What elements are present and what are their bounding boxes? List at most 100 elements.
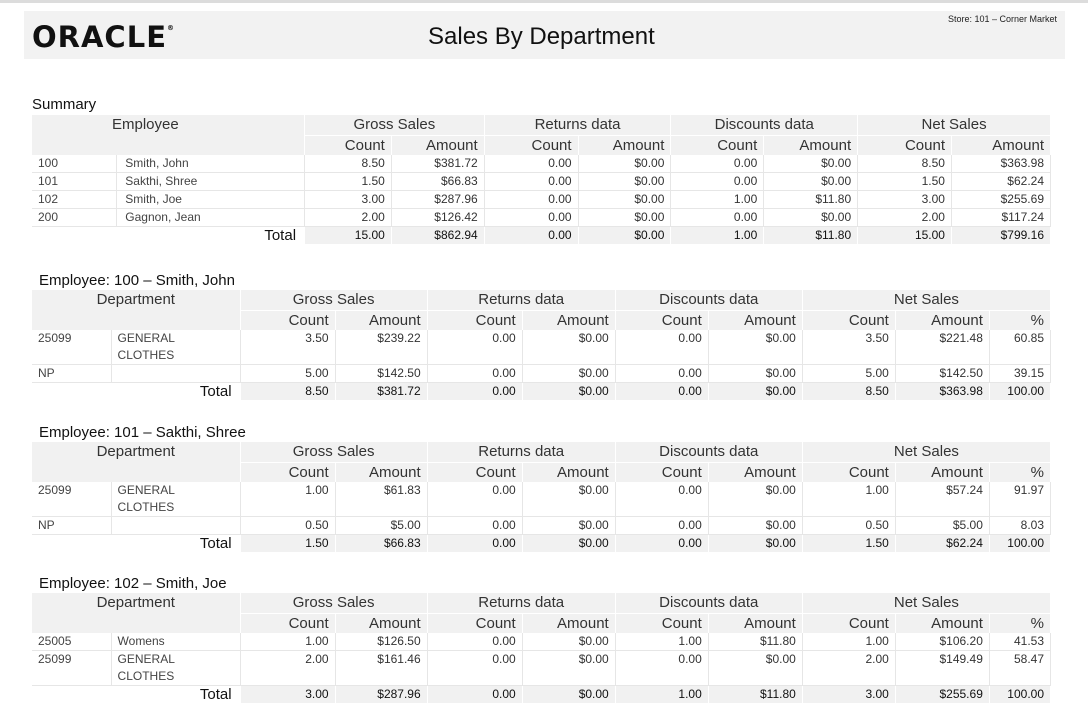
column-subheader: Count — [615, 462, 709, 482]
table-row: NP 5.00 $142.50 0.00 $0.00 0.00 $0.00 5.00 $142.… — [32, 364, 1052, 383]
table-cell: 1.50 — [304, 172, 392, 191]
department-code: 25099 — [32, 650, 112, 686]
employee-name: Smith, John — [116, 155, 306, 173]
table-cell: 0.00 — [670, 172, 765, 191]
column-subheader: Amount — [335, 462, 428, 482]
top-border — [0, 0, 1088, 3]
column-subheader: Count — [802, 310, 896, 330]
column-group-header: Net Sales — [802, 593, 1052, 614]
column-subheader: Amount — [895, 310, 990, 330]
table-row: NP 0.50 $5.00 0.00 $0.00 0.00 $0.00 0.50 $5.00 8.… — [32, 516, 1052, 535]
employee-id: 101 — [32, 172, 118, 191]
column-group-header: Net Sales — [857, 115, 1051, 136]
department-code: NP — [32, 516, 112, 535]
department-code: 25099 — [32, 330, 112, 365]
table-cell: 0.00 — [615, 330, 709, 365]
column-group-header: Gross Sales — [240, 290, 428, 311]
employee-id: 100 — [32, 155, 118, 173]
total-cell: $0.00 — [522, 382, 616, 400]
report-header: ORACLE® Sales By Department Store: 101 –… — [24, 11, 1065, 59]
table-cell: $0.00 — [522, 516, 616, 535]
employee-section-title: Employee: 100 – Smith, John — [39, 272, 235, 289]
table-cell: $0.00 — [763, 172, 859, 191]
column-subheader-percent: % — [989, 310, 1052, 330]
column-subheader: Amount — [951, 135, 1052, 155]
table-row: 101 Sakthi, Shree 1.50 $66.83 0.00 $0.00 0.00 $… — [32, 172, 1052, 191]
table-cell: 0.00 — [484, 208, 579, 227]
department-code: 25099 — [32, 482, 112, 517]
table-cell: $0.00 — [578, 190, 672, 209]
total-label: Total — [32, 226, 306, 244]
table-cell: 39.15 — [989, 364, 1052, 383]
table-cell: $363.98 — [951, 155, 1052, 173]
total-cell: 3.00 — [240, 685, 336, 703]
column-subheader: Count — [615, 310, 709, 330]
table-row: 200 Gagnon, Jean 2.00 $126.42 0.00 $0.00 0.00 $… — [32, 208, 1052, 227]
department-name — [111, 364, 241, 383]
table-cell: $239.22 — [335, 330, 428, 365]
table-cell: 58.47 — [989, 650, 1052, 686]
table-cell: 0.00 — [615, 650, 709, 686]
column-subheader: Amount — [708, 462, 803, 482]
table-cell: $161.46 — [335, 650, 428, 686]
total-cell: 100.00 — [989, 382, 1052, 400]
employee-table: Department Gross Sales Returns data Discoun… — [32, 593, 1052, 703]
table-cell: 2.00 — [240, 650, 336, 686]
total-cell: 1.50 — [240, 534, 336, 552]
column-group-header: Net Sales — [802, 442, 1052, 463]
total-cell: $363.98 — [895, 382, 990, 400]
table-row: 25099 GENERAL CLOTHES 2.00 $161.46 0.00 $0.00… — [32, 650, 1052, 686]
column-group-header: Discounts data — [615, 442, 803, 463]
table-cell: 2.00 — [304, 208, 392, 227]
table-cell: 0.00 — [670, 155, 765, 173]
column-group-header: Gross Sales — [240, 442, 428, 463]
column-group-header: Returns data — [427, 593, 616, 614]
summary-table: Employee Gross Sales Returns data Discounts… — [32, 115, 1052, 244]
column-subheader: Count — [802, 613, 896, 633]
total-cell: $11.80 — [708, 685, 803, 703]
table-cell: 0.00 — [615, 364, 709, 383]
table-cell: 3.50 — [802, 330, 896, 365]
total-cell: $0.00 — [708, 382, 803, 400]
column-subheader: Amount — [708, 310, 803, 330]
table-cell: 0.00 — [484, 190, 579, 209]
department-name: GENERAL CLOTHES — [111, 330, 241, 365]
table-cell: 0.00 — [427, 330, 523, 365]
table-cell: $0.00 — [763, 155, 859, 173]
column-subheader: Count — [670, 135, 765, 155]
total-label: Total — [32, 534, 241, 552]
table-cell: $62.24 — [951, 172, 1052, 191]
table-cell: 5.00 — [240, 364, 336, 383]
table-cell: 8.50 — [304, 155, 392, 173]
table-cell: $61.83 — [335, 482, 428, 517]
column-subheader: Amount — [895, 462, 990, 482]
employee-name: Smith, Joe — [116, 190, 306, 209]
total-cell: $0.00 — [522, 685, 616, 703]
table-cell: $11.80 — [708, 633, 803, 651]
table-cell: 0.00 — [427, 650, 523, 686]
employee-name: Gagnon, Jean — [116, 208, 306, 227]
table-cell: $255.69 — [951, 190, 1052, 209]
department-code: 25005 — [32, 633, 112, 651]
total-cell: 1.00 — [615, 685, 709, 703]
total-cell: $287.96 — [335, 685, 428, 703]
table-cell: $57.24 — [895, 482, 990, 517]
table-cell: $0.00 — [578, 172, 672, 191]
table-cell: 1.50 — [857, 172, 952, 191]
column-subheader: Count — [484, 135, 579, 155]
table-cell: $66.83 — [391, 172, 485, 191]
employee-section-title: Employee: 102 – Smith, Joe — [39, 575, 227, 592]
total-cell: $0.00 — [578, 226, 672, 244]
total-cell: $11.80 — [763, 226, 859, 244]
total-cell: $862.94 — [391, 226, 485, 244]
total-cell: 0.00 — [484, 226, 579, 244]
table-cell: $0.00 — [708, 650, 803, 686]
table-cell: 3.00 — [304, 190, 392, 209]
column-subheader-percent: % — [989, 462, 1052, 482]
table-cell: $106.20 — [895, 633, 990, 651]
table-cell: $287.96 — [391, 190, 485, 209]
total-cell: 0.00 — [615, 382, 709, 400]
department-name: GENERAL CLOTHES — [111, 482, 241, 517]
table-cell: $126.42 — [391, 208, 485, 227]
total-label: Total — [32, 685, 241, 703]
